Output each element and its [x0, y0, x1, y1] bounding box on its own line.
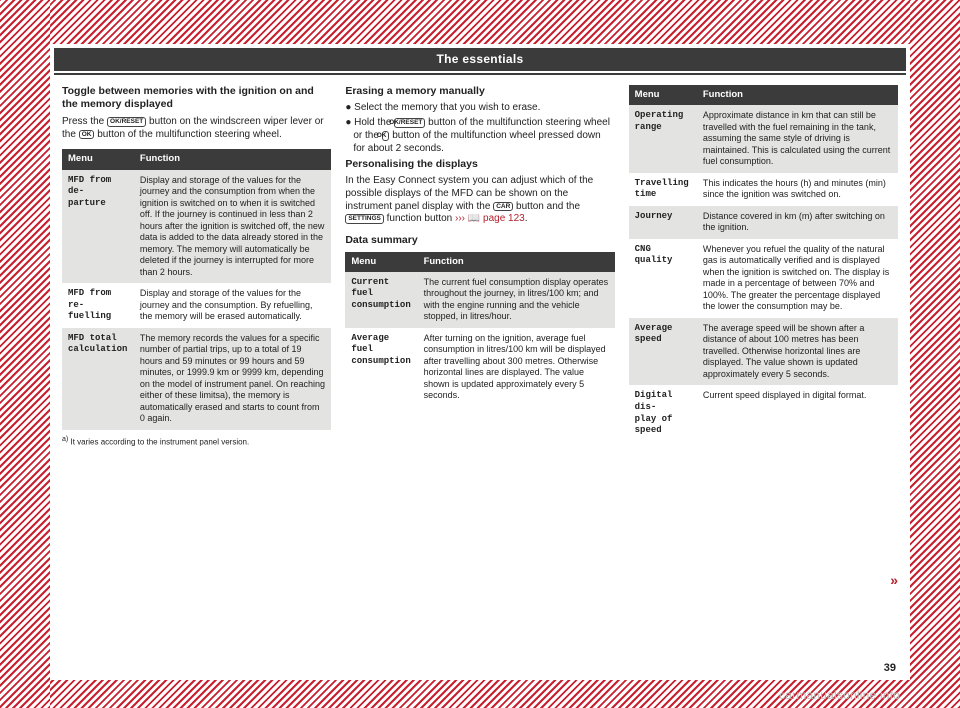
col2-para-personalise: In the Easy Connect system you can adjus…: [345, 175, 614, 226]
cell-func: Current speed displayed in digital forma…: [697, 385, 898, 441]
table-row: MFD from de- parture Display and storage…: [62, 170, 331, 284]
page-title: The essentials: [54, 48, 906, 71]
table-header: Menu Function: [62, 149, 331, 169]
decorative-hatch-right: [910, 0, 960, 708]
cell-func: Display and storage of the values for th…: [134, 170, 331, 284]
col2-heading-data: Data summary: [345, 234, 614, 247]
column-3: Menu Function Operating range Approximat…: [629, 85, 898, 448]
cell-func: Display and storage of the values for th…: [134, 283, 331, 328]
col2-table: Menu Function Current fuel consumption T…: [345, 252, 614, 407]
table-row: MFD from re- fuelling Display and storag…: [62, 283, 331, 328]
cell-menu: MFD from de- parture: [62, 170, 134, 284]
th-func: Function: [134, 149, 331, 169]
table-row: Operating range Approximate distance in …: [629, 105, 898, 173]
table-row: Digital dis- play of speed Current speed…: [629, 385, 898, 441]
col1-para: Press the OK/RESET button on the windscr…: [62, 116, 331, 142]
watermark: carmanualsonline.info: [779, 688, 900, 702]
text: function button: [384, 213, 455, 224]
decorative-hatch-left: [0, 0, 50, 708]
cell-menu: CNG quality: [629, 239, 697, 318]
table-row: MFD total calculation The memory records…: [62, 328, 331, 430]
footnote-text: It varies according to the instrument pa…: [70, 438, 249, 447]
cell-func: Whenever you refuel the quality of the n…: [697, 239, 898, 318]
th-menu: Menu: [62, 149, 134, 169]
text: button of the multifunction wheel presse…: [353, 130, 600, 154]
th-func: Function: [697, 85, 898, 105]
text: button and the: [513, 201, 580, 212]
okreset-button-icon: OK/RESET: [107, 117, 146, 127]
column-1: Toggle between memories with the ignitio…: [62, 85, 331, 448]
decorative-hatch-top: [0, 0, 960, 44]
okreset-button-icon: OK/RESET: [394, 118, 425, 128]
text: .: [525, 213, 528, 224]
cell-menu: MFD from re- fuelling: [62, 283, 134, 328]
cell-func: After turning on the ignition, average f…: [418, 328, 615, 407]
page-link: ››› 📖 page 123: [455, 213, 525, 224]
page-number: 39: [884, 662, 896, 674]
car-button-icon: CAR: [493, 202, 513, 212]
table-row: Average speed The average speed will be …: [629, 318, 898, 386]
text: button of the multifunction steering whe…: [94, 129, 281, 140]
th-menu: Menu: [345, 252, 417, 272]
table-row: Current fuel consumption The current fue…: [345, 272, 614, 328]
th-menu: Menu: [629, 85, 697, 105]
bullet-1: ● Select the memory that you wish to era…: [345, 102, 614, 115]
text: ● Hold the: [345, 117, 394, 128]
table-header: Menu Function: [345, 252, 614, 272]
th-func: Function: [418, 252, 615, 272]
cell-menu: Travelling time: [629, 173, 697, 206]
cell-menu: MFD total calculation: [62, 328, 134, 430]
ok-button-icon: OK: [79, 130, 95, 140]
table-row: Journey Distance covered in km (m) after…: [629, 206, 898, 239]
columns: Toggle between memories with the ignitio…: [54, 75, 906, 448]
footnote-label: a): [62, 436, 68, 443]
continuation-mark: »: [890, 572, 898, 588]
cell-func: This indicates the hours (h) and minutes…: [697, 173, 898, 206]
cell-menu: Operating range: [629, 105, 697, 173]
cell-func: Distance covered in km (m) after switchi…: [697, 206, 898, 239]
table-row: Average fuel consumption After turning o…: [345, 328, 614, 407]
col2-heading-personalise: Personalising the displays: [345, 158, 614, 171]
page-content: The essentials Toggle between memories w…: [54, 48, 906, 676]
cell-func: Approximate distance in km that can stil…: [697, 105, 898, 173]
cell-menu: Average speed: [629, 318, 697, 386]
footnote: a) It varies according to the instrument…: [62, 436, 331, 448]
cell-menu: Journey: [629, 206, 697, 239]
settings-button-icon: SETTINGS: [345, 214, 384, 224]
column-2: Erasing a memory manually ● Select the m…: [345, 85, 614, 448]
cell-func: The memory records the values for a spec…: [134, 328, 331, 430]
col1-heading: Toggle between memories with the ignitio…: [62, 85, 331, 112]
col2-heading-erase: Erasing a memory manually: [345, 85, 614, 98]
col3-table: Menu Function Operating range Approximat…: [629, 85, 898, 442]
cell-menu: Average fuel consumption: [345, 328, 417, 407]
cell-menu: Current fuel consumption: [345, 272, 417, 328]
table-row: Travelling time This indicates the hours…: [629, 173, 898, 206]
cell-func: The current fuel consumption display ope…: [418, 272, 615, 328]
table-row: CNG quality Whenever you refuel the qual…: [629, 239, 898, 318]
col1-table: Menu Function MFD from de- parture Displ…: [62, 149, 331, 429]
text: Press the: [62, 116, 107, 127]
cell-func: The average speed will be shown after a …: [697, 318, 898, 386]
cell-menu: Digital dis- play of speed: [629, 385, 697, 441]
bullet-2: ● Hold the OK/RESET button of the multif…: [345, 117, 614, 155]
table-header: Menu Function: [629, 85, 898, 105]
